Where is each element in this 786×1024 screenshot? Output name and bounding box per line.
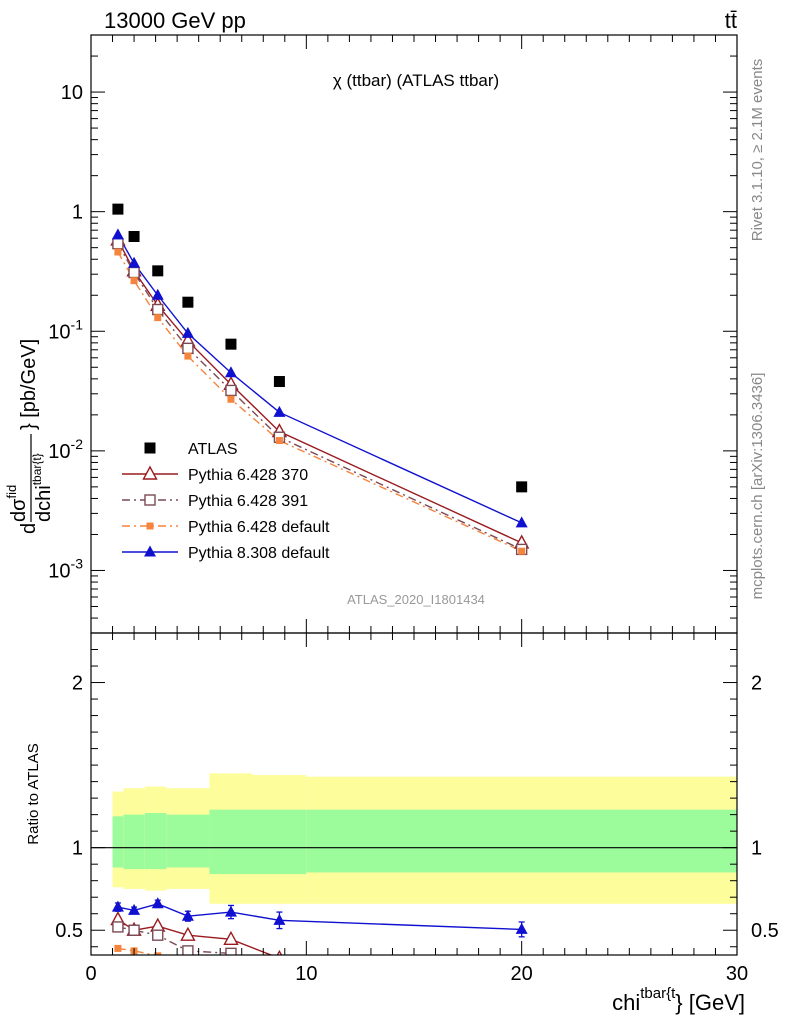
ratio-point-pythia-8-308-default: [128, 903, 141, 915]
ratio-y-tick-label: 0.5: [55, 920, 83, 942]
uncertainty-band-inner: [112, 816, 124, 868]
ratio-point-pythia-6-428-391: [225, 947, 237, 955]
uncertainty-band-inner: [166, 814, 210, 868]
data-point-pythia-6-428-default: [227, 395, 235, 403]
uncertainty-band-inner: [252, 809, 307, 875]
ratio-y-tick-label-right: 1: [751, 838, 762, 860]
main-y-tick-label: 10: [61, 82, 83, 104]
data-point-pythia-8-308-default: [273, 405, 286, 417]
data-point-pythia-8-308-default: [515, 516, 528, 528]
data-point-atlas: [112, 203, 124, 215]
main-y-tick-label: 10-1: [48, 316, 83, 343]
ratio-point-pythia-8-308-default: [181, 909, 194, 921]
ratio-point-pythia-6-428-391: [128, 924, 140, 936]
x-tick-label: 0: [85, 963, 96, 985]
data-point-pythia-6-428-default: [130, 277, 138, 285]
data-point-pythia-6-428-391: [182, 342, 194, 355]
energy-label: 13000 GeV pp: [104, 8, 246, 33]
data-point-atlas: [128, 230, 140, 242]
data-point-atlas: [516, 481, 528, 493]
legend: ATLAS Pythia 6.428 370 Pythia 6.428 391 Pyt…: [122, 441, 330, 562]
ratio-y-tick-label-right: 0.5: [751, 920, 779, 942]
ratio-y-axis-label: Ratio to ATLAS: [25, 743, 42, 844]
svg-text:} [pb/GeV]: } [pb/GeV]: [18, 339, 40, 430]
ratio-point-pythia-6-428-391: [182, 945, 194, 955]
analysis-id-label: ATLAS_2020_I1801434: [347, 592, 485, 607]
legend-marker: [142, 465, 158, 480]
data-point-pythia-6-428-391: [152, 303, 164, 316]
data-point-pythia-6-428-391: [112, 237, 124, 250]
ratio-y-tick-label: 1: [72, 838, 83, 860]
ratio-point-pythia-6-428-370: [180, 926, 196, 941]
uncertainty-band-inner: [209, 809, 253, 875]
data-point-pythia-8-308-default: [128, 256, 141, 268]
ratio-point-pythia-6-428-391: [112, 921, 124, 933]
ratio-point-pythia-6-428-default: [154, 952, 162, 955]
data-point-pythia-8-308-default: [181, 326, 194, 338]
legend-entry-label: Pythia 8.308 default: [188, 545, 330, 562]
ratio-point-pythia-6-428-370: [276, 949, 283, 955]
data-point-atlas: [225, 338, 237, 350]
uncertainty-band-inner: [144, 812, 167, 870]
x-tick-label: 10: [295, 963, 317, 985]
mcplots-label: mcplots.cern.ch [arXiv:1306.3436]: [749, 373, 766, 600]
x-axis-label: chitbar{t} [GeV]: [612, 985, 745, 1015]
legend-marker: [144, 442, 156, 454]
x-tick-label: 20: [511, 963, 533, 985]
ratio-y-tick-label: 2: [72, 673, 83, 695]
main-y-tick-label: 10-3: [48, 555, 83, 582]
ratio-point-pythia-8-308-default: [111, 900, 124, 912]
legend-entry-label: ATLAS: [188, 441, 238, 458]
legend-entry-label: Pythia 6.428 391: [188, 493, 308, 510]
legend-marker: [144, 545, 156, 557]
ratio-point-pythia-8-308-default: [273, 913, 286, 925]
main-plot-title: χ (ttbar) (ATLAS ttbar): [333, 71, 499, 90]
ratio-point-pythia-8-308-default: [151, 897, 164, 909]
data-point-atlas: [152, 265, 164, 277]
legend-entry-label: Pythia 6.428 default: [188, 519, 330, 536]
data-point-atlas: [182, 296, 194, 308]
ratio-point-pythia-8-308-default: [515, 922, 528, 934]
ratio-point-pythia-6-428-391: [152, 929, 164, 941]
ratio-point-pythia-8-308-default: [224, 905, 237, 917]
data-point-pythia-6-428-391: [225, 384, 237, 397]
ratio-point-pythia-6-428-370: [223, 930, 239, 946]
legend-entry-label: Pythia 6.428 370: [188, 467, 308, 484]
data-point-pythia-6-428-default: [184, 352, 192, 360]
legend-marker: [144, 494, 156, 506]
main-panel: χ (ttbar) (ATLAS ttbar) ATLAS_2020_I1801…: [4, 34, 738, 634]
main-y-tick-label: 10-2: [48, 436, 83, 463]
process-label: tt̄: [725, 8, 737, 33]
uncertainty-band-inner: [123, 814, 145, 870]
data-point-atlas: [273, 376, 285, 388]
data-point-pythia-6-428-391: [128, 266, 140, 279]
x-tick-label: 30: [726, 963, 748, 985]
data-point-pythia-8-308-default: [111, 228, 124, 240]
legend-marker: [146, 522, 154, 530]
data-point-pythia-6-428-default: [275, 437, 283, 445]
data-point-pythia-6-428-default: [114, 248, 122, 256]
uncertainty-band-inner: [306, 809, 737, 873]
rivet-version-label: Rivet 3.1.10, ≥ 2.1M events: [749, 59, 766, 242]
data-point-pythia-6-428-default: [518, 547, 526, 555]
svg-text:d: d: [18, 523, 40, 534]
main-y-tick-label: 1: [72, 202, 83, 224]
ratio-panel: Ratio to ATLAS 0.5 0.51 12 20 10 20 30 chitbar…: [25, 632, 779, 1015]
data-point-pythia-8-308-default: [224, 366, 237, 378]
data-point-pythia-6-428-default: [154, 314, 162, 322]
data-point-pythia-8-308-default: [151, 288, 164, 300]
ratio-point-pythia-6-428-default: [114, 944, 122, 952]
ratio-y-tick-label-right: 2: [751, 673, 762, 695]
